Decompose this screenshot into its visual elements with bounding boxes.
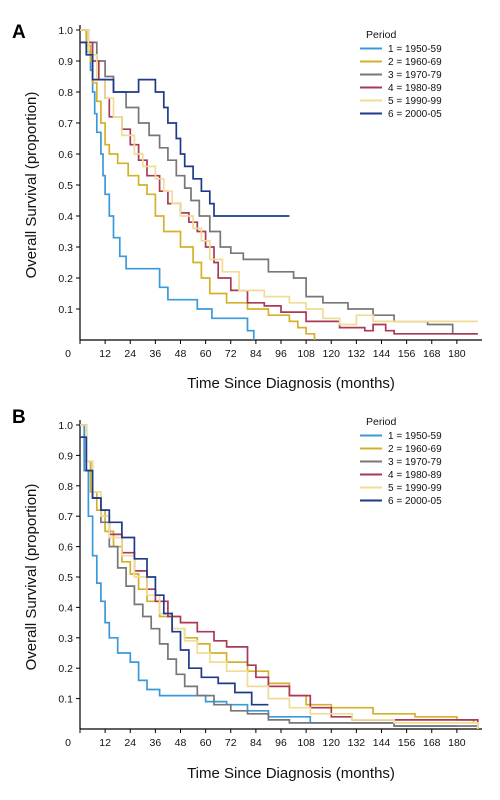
legend-label: 6 = 2000-05	[388, 496, 442, 507]
survival-curve	[80, 424, 479, 729]
panel-b: B 0 12 24 36 48 60 72 84 96 108 120 132 144 156 168 180 0…	[12, 407, 482, 782]
x-tick-label: 60	[200, 348, 212, 360]
x-axis-title: Time Since Diagnosis (months)	[187, 375, 395, 392]
x-tick-label: 84	[250, 737, 262, 749]
panel-letter: B	[12, 407, 26, 428]
x-tick-label: 0	[65, 737, 71, 749]
panel-letter: A	[12, 22, 26, 43]
y-tick-label: 0.2	[58, 273, 73, 285]
x-tick-label: 48	[175, 348, 187, 360]
legend-label: 2 = 1960-69	[388, 444, 442, 455]
x-tick-label: 120	[322, 348, 340, 360]
legend-label: 1 = 1950-59	[388, 431, 442, 442]
y-tick-label: 0.1	[58, 694, 73, 706]
panel-a: A 0 12 24 36 48 60 72 84 96 108 120 132 144 156 168 180 0…	[12, 22, 482, 392]
y-tick-label: 0.5	[58, 572, 73, 584]
x-tick-label: 180	[448, 737, 466, 749]
x-tick-label: 156	[398, 737, 416, 749]
y-tick-label: 1.0	[58, 25, 73, 37]
x-tick-label: 36	[150, 348, 162, 360]
survival-curve	[80, 29, 478, 326]
x-tick-label: 180	[448, 348, 466, 360]
x-tick-label: 24	[124, 737, 136, 749]
y-tick-label: 0.9	[58, 450, 73, 462]
y-tick-label: 0.3	[58, 242, 73, 254]
x-tick-label: 108	[297, 348, 315, 360]
legend-label: 3 = 1970-79	[388, 70, 442, 81]
x-tick-label: 132	[348, 348, 366, 360]
x-tick-label: 12	[99, 737, 111, 749]
legend-label: 5 = 1990-99	[388, 483, 442, 494]
x-tick-label: 108	[297, 737, 315, 749]
x-tick-label: 24	[124, 348, 136, 360]
x-tick-label: 48	[175, 737, 187, 749]
x-tick-label: 96	[275, 348, 287, 360]
x-tick-label: 144	[373, 348, 391, 360]
x-tick-label: 156	[398, 348, 416, 360]
legend-title: Period	[366, 416, 397, 428]
y-tick-label: 0.8	[58, 481, 73, 493]
y-tick-label: 0.3	[58, 633, 73, 645]
x-tick-label: 144	[373, 737, 391, 749]
x-axis-title: Time Since Diagnosis (months)	[187, 765, 395, 782]
y-tick-label: 1.0	[58, 420, 73, 432]
legend-label: 3 = 1970-79	[388, 457, 442, 468]
x-tick-label: 120	[322, 737, 340, 749]
y-axis-title: Overall Survival (proportion)	[23, 92, 40, 279]
y-tick-label: 0.6	[58, 542, 73, 554]
series-group	[80, 29, 478, 340]
y-tick-label: 0.7	[58, 118, 73, 130]
legend-label: 2 = 1960-69	[388, 57, 442, 68]
survival-curve	[80, 29, 316, 340]
x-tick-label: 0	[65, 348, 71, 360]
legend-title: Period	[366, 29, 397, 41]
y-axis-title: Overall Survival (proportion)	[23, 484, 40, 671]
x-tick-label: 84	[250, 348, 262, 360]
x-tick-label: 60	[200, 737, 212, 749]
x-tick-label: 96	[275, 737, 287, 749]
x-tick-label: 12	[99, 348, 111, 360]
y-tick-label: 0.8	[58, 87, 73, 99]
x-tick-label: 36	[150, 737, 162, 749]
y-tick-label: 0.4	[58, 211, 73, 223]
survival-curve	[80, 29, 255, 340]
y-tick-label: 0.6	[58, 149, 73, 161]
survival-curve	[80, 424, 457, 727]
y-tick-label: 0.1	[58, 304, 73, 316]
y-tick-label: 0.9	[58, 56, 73, 68]
legend: Period 1 = 1950-59 2 = 1960-69 3 = 1970-79 4…	[360, 29, 442, 120]
x-tick-label: 72	[225, 348, 237, 360]
legend-label: 6 = 2000-05	[388, 109, 442, 120]
legend: Period 1 = 1950-59 2 = 1960-69 3 = 1970-79 4…	[360, 416, 442, 507]
y-tick-label: 0.4	[58, 602, 73, 614]
legend-label: 4 = 1980-89	[388, 470, 442, 481]
survival-curve	[80, 436, 269, 706]
y-tick-label: 0.2	[58, 663, 73, 675]
x-tick-label: 168	[423, 737, 441, 749]
legend-label: 5 = 1990-99	[388, 96, 442, 107]
x-tick-label: 72	[225, 737, 237, 749]
survival-curve	[80, 41, 290, 217]
x-tick-label: 168	[423, 348, 441, 360]
legend-label: 1 = 1950-59	[388, 44, 442, 55]
series-group	[80, 424, 479, 729]
y-tick-label: 0.5	[58, 180, 73, 192]
x-tick-label: 132	[348, 737, 366, 749]
legend-label: 4 = 1980-89	[388, 83, 442, 94]
y-tick-label: 0.7	[58, 511, 73, 523]
